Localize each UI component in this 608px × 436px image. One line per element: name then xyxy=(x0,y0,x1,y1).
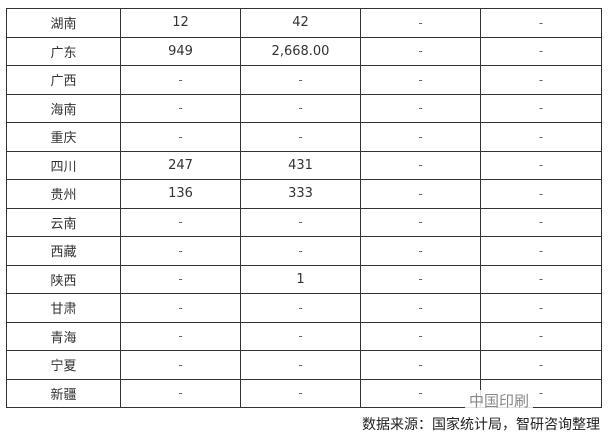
province-cell: 湖南 xyxy=(6,8,121,38)
table-row: 广东 949 2,668.00- - xyxy=(6,36,602,66)
value-cell: - xyxy=(480,93,602,123)
province-cell: 四川 xyxy=(6,150,121,180)
table-body: 湖南 12 42- - 广东 949 2,668.00- - 广西 - - - - 海南 - - - - 重庆 - - -… xyxy=(6,8,602,408)
province-cell: 海南 xyxy=(6,93,121,123)
value-cell: - xyxy=(360,350,481,380)
value-cell: - xyxy=(360,293,481,323)
value-cell: - xyxy=(120,236,241,266)
value-cell: 247 xyxy=(120,150,241,180)
value-cell: - xyxy=(360,321,481,351)
value-cell: - xyxy=(480,264,602,294)
data-table: 湖南 12 42- - 广东 949 2,668.00- - 广西 - - - - 海南 - - - - 重庆 - - -… xyxy=(6,8,602,408)
value-cell: - xyxy=(480,236,602,266)
value-cell: - xyxy=(480,36,602,66)
value-cell: - xyxy=(360,65,481,95)
value-cell: - xyxy=(120,93,241,123)
province-cell: 宁夏 xyxy=(6,350,121,380)
value-cell: - xyxy=(360,378,481,408)
table-row: 西藏 - - - - xyxy=(6,236,602,266)
value-cell: 2,668.00 xyxy=(240,36,361,66)
value-cell: - xyxy=(480,179,602,209)
table-row: 云南 - - - - xyxy=(6,207,602,237)
watermark: 中国印刷 xyxy=(465,390,534,411)
province-cell: 西藏 xyxy=(6,236,121,266)
value-cell: - xyxy=(240,378,361,408)
table-row: 陕西 -1- - xyxy=(6,264,602,294)
value-cell: - xyxy=(360,122,481,152)
value-cell: 949 xyxy=(120,36,241,66)
value-cell: 136 xyxy=(120,179,241,209)
source-caption: 数据来源：国家统计局，智研咨询整理 xyxy=(362,417,600,433)
value-cell: - xyxy=(360,8,481,38)
value-cell: - xyxy=(240,65,361,95)
value-cell: - xyxy=(360,179,481,209)
table-row: 青海 - - - - xyxy=(6,321,602,351)
province-cell: 甘肃 xyxy=(6,293,121,323)
value-cell: - xyxy=(240,93,361,123)
value-cell: 1 xyxy=(240,264,361,294)
value-cell: - xyxy=(120,350,241,380)
value-cell: - xyxy=(120,378,241,408)
table-row: 海南 - - - - xyxy=(6,93,602,123)
province-cell: 广西 xyxy=(6,65,121,95)
value-cell: - xyxy=(360,36,481,66)
value-cell: - xyxy=(480,350,602,380)
value-cell: - xyxy=(480,207,602,237)
table-row: 重庆 - - - - xyxy=(6,122,602,152)
value-cell: - xyxy=(240,236,361,266)
value-cell: - xyxy=(240,207,361,237)
province-cell: 云南 xyxy=(6,207,121,237)
table-row: 四川 247 431- - xyxy=(6,150,602,180)
value-cell: - xyxy=(480,293,602,323)
value-cell: - xyxy=(240,350,361,380)
value-cell: - xyxy=(240,293,361,323)
province-cell: 广东 xyxy=(6,36,121,66)
province-cell: 新疆 xyxy=(6,378,121,408)
table-row: 广西 - - - - xyxy=(6,65,602,95)
province-cell: 陕西 xyxy=(6,264,121,294)
value-cell: - xyxy=(240,321,361,351)
value-cell: 12 xyxy=(120,8,241,38)
value-cell: 42 xyxy=(240,8,361,38)
value-cell: - xyxy=(120,207,241,237)
value-cell: - xyxy=(120,65,241,95)
province-cell: 青海 xyxy=(6,321,121,351)
value-cell: - xyxy=(480,8,602,38)
value-cell: - xyxy=(480,150,602,180)
value-cell: - xyxy=(480,65,602,95)
value-cell: - xyxy=(360,93,481,123)
table-row: 宁夏 - - - - xyxy=(6,350,602,380)
province-cell: 贵州 xyxy=(6,179,121,209)
value-cell: - xyxy=(480,321,602,351)
value-cell: - xyxy=(120,264,241,294)
value-cell: - xyxy=(240,122,361,152)
table-row: 湖南 12 42- - xyxy=(6,8,602,38)
value-cell: - xyxy=(360,207,481,237)
table-row: 贵州 136 333- - xyxy=(6,179,602,209)
value-cell: - xyxy=(120,293,241,323)
province-cell: 重庆 xyxy=(6,122,121,152)
value-cell: - xyxy=(360,150,481,180)
value-cell: 431 xyxy=(240,150,361,180)
value-cell: - xyxy=(360,236,481,266)
value-cell: - xyxy=(480,122,602,152)
value-cell: - xyxy=(360,264,481,294)
value-cell: - xyxy=(120,122,241,152)
value-cell: 333 xyxy=(240,179,361,209)
table-row: 甘肃 - - - - xyxy=(6,293,602,323)
value-cell: - xyxy=(120,321,241,351)
